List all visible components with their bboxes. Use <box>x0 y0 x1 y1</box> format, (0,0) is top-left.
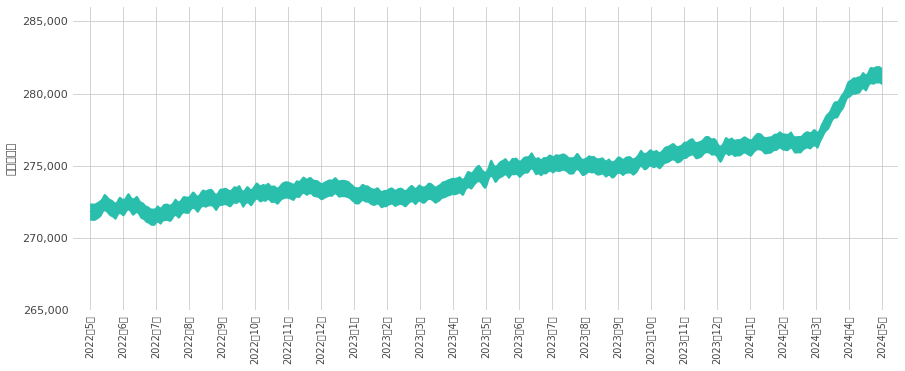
Y-axis label: 月給（円）: 月給（円） <box>7 142 17 175</box>
